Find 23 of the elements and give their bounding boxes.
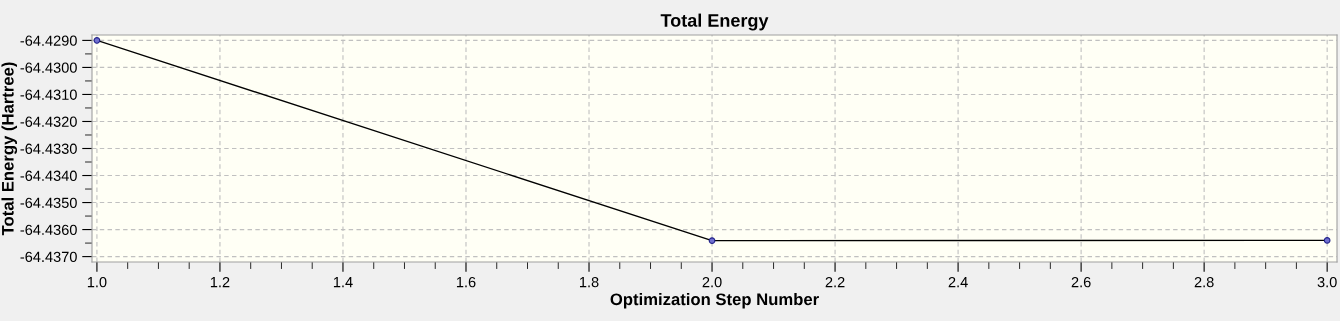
y-tick-label: -64.4360	[20, 224, 77, 235]
x-tick-label: 1.6	[456, 276, 476, 288]
y-tick-label: -64.4340	[20, 170, 77, 181]
x-axis-title: Optimization Step Number	[610, 292, 819, 309]
y-tick-label: -64.4330	[20, 143, 77, 154]
x-tick-label: 3.0	[1317, 276, 1337, 288]
y-tick-label: -64.4310	[20, 89, 77, 100]
x-tick-label: 2.4	[948, 276, 968, 288]
y-tick-label: -64.4300	[20, 62, 77, 73]
chart-title: Total Energy	[660, 13, 769, 31]
x-tick-label: 2.8	[1194, 276, 1214, 288]
y-tick-label: -64.4320	[20, 116, 77, 127]
x-tick-label: 1.8	[579, 276, 599, 288]
x-tick-label: 1.0	[87, 276, 107, 288]
y-axis-title: Total Energy (Hartree)	[1, 62, 18, 236]
x-tick-label: 2.0	[702, 276, 722, 288]
y-tick-label: -64.4290	[20, 35, 77, 46]
y-tick-label: -64.4370	[20, 251, 77, 263]
x-tick-label: 1.2	[210, 276, 230, 288]
x-tick-label: 1.4	[333, 277, 353, 288]
x-tick-label: 2.6	[1071, 276, 1091, 288]
y-tick-label: -64.4350	[20, 197, 77, 208]
x-tick-label: 2.2	[825, 276, 845, 288]
